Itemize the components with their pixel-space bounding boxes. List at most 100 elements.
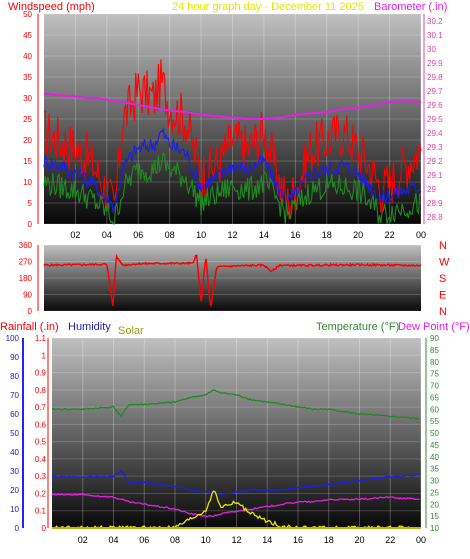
x-tick-label: 12 <box>227 230 237 240</box>
rain-temp-panel-background <box>52 338 421 528</box>
x-tick-label: 02 <box>70 230 80 240</box>
y-tick-label: 30 <box>23 94 32 103</box>
y-tick-label: 25 <box>23 115 32 124</box>
y-tick-label: 10 <box>23 178 32 187</box>
compass-label: S <box>439 273 446 285</box>
temp-tick-label: 60 <box>430 405 439 414</box>
rain-tick-label: 0.4 <box>35 455 47 464</box>
compass-label: E <box>439 290 446 302</box>
compass-label: N <box>439 240 447 252</box>
rain-tick-label: 0 <box>42 524 47 533</box>
x-tick-label: 22 <box>385 230 395 240</box>
rain-tick-label: 0.6 <box>35 420 47 429</box>
temp-tick-label: 10 <box>430 524 439 533</box>
x-tick-label: 22 <box>385 535 395 545</box>
y-tick-label: 5 <box>28 199 33 208</box>
y-tick-label: 270 <box>19 258 33 267</box>
x-tick-label: 18 <box>324 535 334 545</box>
x-tick-label: 04 <box>108 535 118 545</box>
x-tick-label: 10 <box>201 535 211 545</box>
x-tick-label: 00 <box>416 230 426 240</box>
humidity-tick-label: 90 <box>10 353 19 362</box>
temp-tick-label: 30 <box>430 477 439 486</box>
rain-temperature-chart: 0 0.1 0.2 0.3 0.4 0.5 0.6 0.7 0.8 0.9 1 1.1 0 10 20 30 4… <box>6 334 440 545</box>
humidity-tick-label: 0 <box>15 524 20 533</box>
x-tick-label: 10 <box>196 230 206 240</box>
temp-tick-label: 35 <box>430 465 439 474</box>
humidity-series <box>51 469 420 496</box>
compass-label: N <box>439 306 447 318</box>
x-tick-label: 06 <box>133 230 143 240</box>
x-tick-label: 14 <box>262 535 272 545</box>
x-tick-label: 20 <box>353 230 363 240</box>
y-tick-label: 20 <box>23 136 32 145</box>
rain-tick-label: 1.1 <box>35 334 47 343</box>
rain-tick-label: 0.1 <box>35 507 47 516</box>
y2-tick-label: 29 <box>427 185 436 194</box>
y-tick-label: 0 <box>28 220 33 229</box>
y-tick-label: 45 <box>23 31 32 40</box>
temperature-legend: Temperature (°F) <box>316 321 399 333</box>
rain-tick-label: 0.5 <box>35 438 47 447</box>
y2-tick-label: 28.9 <box>427 199 443 208</box>
compass-label: W <box>439 257 450 269</box>
temp-tick-label: 85 <box>430 346 439 355</box>
temp-tick-label: 75 <box>430 370 439 379</box>
y2-tick-label: 29.1 <box>427 171 443 180</box>
humidity-tick-label: 10 <box>10 505 19 514</box>
y-tick-label: 360 <box>19 241 33 250</box>
dewpoint-legend: Dew Point (°F) <box>398 321 470 333</box>
y2-tick-label: 29.6 <box>427 101 443 110</box>
wind-direction-series <box>43 253 421 307</box>
y-tick-label: 180 <box>19 274 33 283</box>
temp-tick-label: 70 <box>430 382 439 391</box>
humidity-tick-label: 20 <box>10 486 19 495</box>
rain-tick-label: 0.9 <box>35 369 47 378</box>
y-tick-label: 0 <box>28 307 33 316</box>
x-tick-label: 08 <box>170 535 180 545</box>
barometer-axis-title: Barometer (.in) <box>374 1 447 13</box>
dewpoint-series <box>51 493 420 518</box>
y2-tick-label: 30 <box>427 45 436 54</box>
rain-tick-label: 0.8 <box>35 386 47 395</box>
wind-average-series <box>43 128 422 214</box>
temp-tick-label: 55 <box>430 417 439 426</box>
rainfall-legend: Rainfall (.in) <box>0 321 59 333</box>
humidity-tick-label: 80 <box>10 372 19 381</box>
x-tick-label: 16 <box>290 230 300 240</box>
y-tick-label: 90 <box>23 291 32 300</box>
temp-tick-label: 45 <box>430 441 439 450</box>
x-tick-label: 20 <box>354 535 364 545</box>
y2-tick-label: 29.7 <box>427 87 443 96</box>
temp-tick-label: 15 <box>430 512 439 521</box>
humidity-tick-label: 50 <box>10 429 19 438</box>
temp-tick-label: 80 <box>430 358 439 367</box>
x-tick-label: 16 <box>293 535 303 545</box>
y2-tick-label: 28.8 <box>427 213 443 222</box>
x-tick-label: 00 <box>416 535 426 545</box>
rain-tick-label: 0.2 <box>35 489 47 498</box>
humidity-tick-label: 30 <box>10 467 19 476</box>
windspeed-axis-title: Windspeed (mph) <box>8 1 95 13</box>
barometer-series <box>43 92 422 120</box>
temp-tick-label: 65 <box>430 393 439 402</box>
graph-title: 24 hour graph day - December 11 2025 <box>172 1 364 13</box>
y2-tick-label: 29.3 <box>427 143 443 152</box>
y-tick-label: 40 <box>23 52 32 61</box>
humidity-legend: Humidity <box>68 321 111 333</box>
temperature-series <box>51 389 420 420</box>
temp-tick-label: 40 <box>430 453 439 462</box>
humidity-tick-label: 70 <box>10 391 19 400</box>
wind-barometer-chart: 0 5 10 15 20 25 30 35 40 45 50 28.8 28.9 29 29.1 29.2 29… <box>23 10 443 240</box>
wind-low-series <box>43 151 422 225</box>
wind-direction-chart: 0 N 90 E 180 S 270 W 360 N <box>19 240 450 318</box>
temp-tick-label: 50 <box>430 429 439 438</box>
x-tick-label: 12 <box>231 535 241 545</box>
rain-tick-label: 0.7 <box>35 403 47 412</box>
y2-tick-label: 30.1 <box>427 31 443 40</box>
y-tick-label: 15 <box>23 157 32 166</box>
temp-tick-label: 90 <box>430 334 439 343</box>
y2-tick-label: 29.4 <box>427 129 443 138</box>
